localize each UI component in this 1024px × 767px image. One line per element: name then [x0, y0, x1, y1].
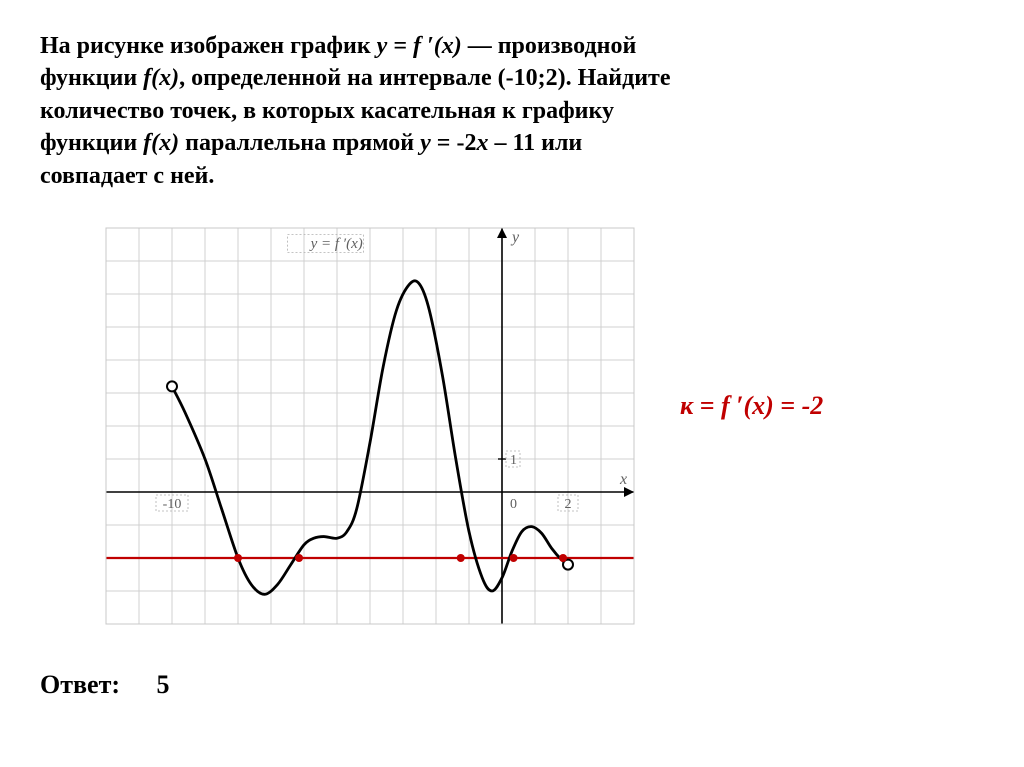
- formula: x: [476, 130, 488, 156]
- derivative-graph: y = f ′(x) y x 1 0 -10 2: [100, 222, 640, 630]
- svg-text:y: y: [510, 229, 520, 246]
- formula: y: [420, 130, 431, 156]
- text: – 11 или: [488, 130, 582, 156]
- svg-text:y = f ′(x): y = f ′(x): [309, 236, 363, 252]
- text: количество точек, в которых касательная …: [40, 98, 614, 124]
- text: , определенной на интервале (-10;2). Най…: [179, 65, 670, 91]
- problem-statement: На рисунке изображен график y = f ′(x) —…: [40, 30, 900, 192]
- svg-text:1: 1: [510, 453, 517, 468]
- answer-row: Ответ: 5: [40, 670, 984, 700]
- text: совпадает с ней.: [40, 163, 214, 189]
- annotation-formula: к = f ′(x) = -2: [680, 391, 823, 421]
- text: = -2: [431, 130, 477, 156]
- answer-value: 5: [157, 670, 170, 699]
- content-row: y = f ′(x) y x 1 0 -10 2 к = f ′(x) = -2: [40, 222, 984, 630]
- text: На рисунке изображен график: [40, 33, 377, 59]
- formula: y = f ′(x): [377, 33, 462, 59]
- annotation-text: к = f ′(x) = -2: [680, 391, 823, 420]
- formula: f(x): [143, 130, 179, 156]
- answer-label: Ответ:: [40, 670, 120, 699]
- svg-text:x: x: [619, 471, 627, 488]
- text: — производной: [462, 33, 637, 59]
- text: параллельна прямой: [179, 130, 420, 156]
- graph-container: y = f ′(x) y x 1 0 -10 2: [100, 222, 640, 630]
- svg-text:-10: -10: [163, 497, 182, 512]
- text: функции: [40, 65, 143, 91]
- svg-text:2: 2: [565, 497, 572, 512]
- svg-text:0: 0: [510, 497, 517, 512]
- text: функции: [40, 130, 143, 156]
- formula: f(x): [143, 65, 179, 91]
